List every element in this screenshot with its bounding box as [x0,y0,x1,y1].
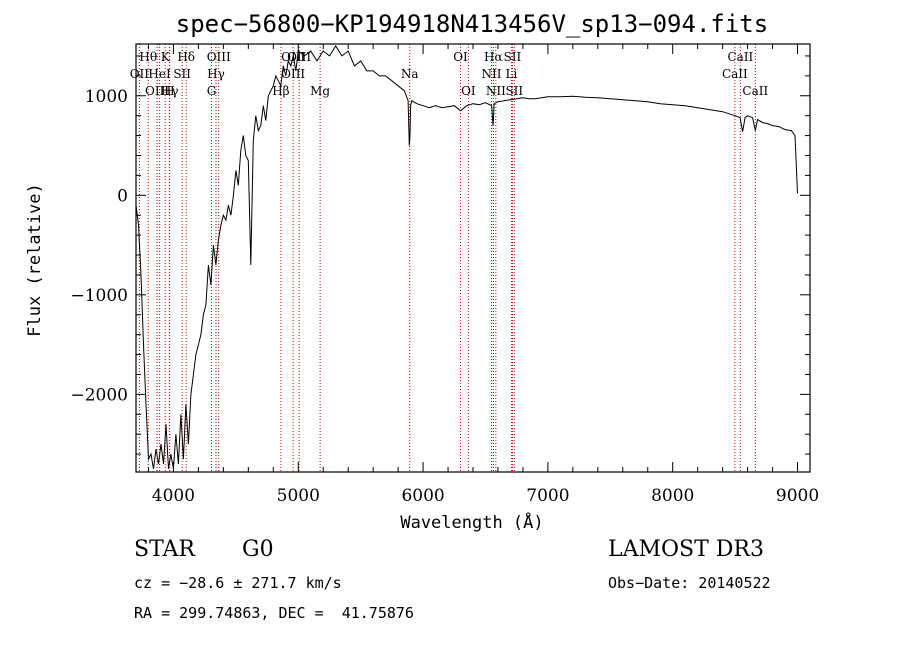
x-axis-label: Wavelength (Å) [400,511,543,533]
line-label-20: Hα [484,50,503,64]
y-axis-label: Flux (relative) [25,183,45,337]
line-label-3: OII [130,67,150,81]
line-label-28: CaII [742,84,768,98]
spectral-line-markers [138,44,756,472]
line-label-13: OIII [287,50,311,64]
y-axis-ticks: −2000 −1000 0 1000 [70,55,810,455]
line-label-27: CaII [722,67,748,81]
line-label-25: SII [505,84,523,98]
line-label-21: SII [504,50,522,64]
line-label-24: NII [486,84,506,98]
line-label-16: Mg [310,84,330,98]
line-label-7: Hγ [161,84,179,98]
line-label-5: SII [173,67,191,81]
line-label-1: K [161,50,171,64]
x-tick-label-4: 8000 [651,486,694,506]
line-label-17: Na [401,67,419,81]
x-tick-label-3: 7000 [526,486,569,506]
y-tick-label-2: 0 [117,186,128,206]
x-tick-label-5: 9000 [776,486,819,506]
line-label-2: Hδ [177,50,195,64]
line-label-8: H [164,84,174,98]
line-label-19: OI [461,84,476,98]
line-label-4: HeI [148,67,171,81]
plot-frame [135,43,811,473]
spectrum-series-line [135,45,798,470]
x-tick-label-0: 4000 [152,486,195,506]
coordinates-readout: RA = 299.74863, DEC = 41.75876 [134,604,414,622]
object-subclass: G0 [242,537,274,562]
y-tick-label-0: −2000 [70,385,128,405]
x-axis-ticks: 4000 5000 6000 7000 8000 9000 [147,44,819,506]
observation-date: Obs−Date: 20140522 [608,574,771,592]
line-label-0: Hθ [139,50,157,64]
line-label-10: Hγ [207,67,225,81]
y-tick-label-1: −1000 [70,286,128,306]
chart-title: spec−56800−KP194918N413456V_sp13−094.fit… [176,10,768,38]
object-class: STAR [134,537,195,562]
y-tick-label-3: 1000 [85,87,128,107]
line-label-18: OI [453,50,468,64]
line-label-11: G [207,84,217,98]
x-tick-label-2: 6000 [401,486,444,506]
x-tick-label-1: 5000 [277,486,320,506]
redshift-readout: cz = −28.6 ± 271.7 km/s [134,574,342,592]
line-label-23: Li [506,67,518,81]
line-label-6: OIII [145,84,169,98]
line-label-14: OIII [281,67,305,81]
line-label-26: CaII [727,50,753,64]
survey-name: LAMOST DR3 [608,537,764,562]
line-label-15: Hβ [272,84,289,98]
line-label-9: OIII [207,50,231,64]
line-label-22: NII [481,67,501,81]
